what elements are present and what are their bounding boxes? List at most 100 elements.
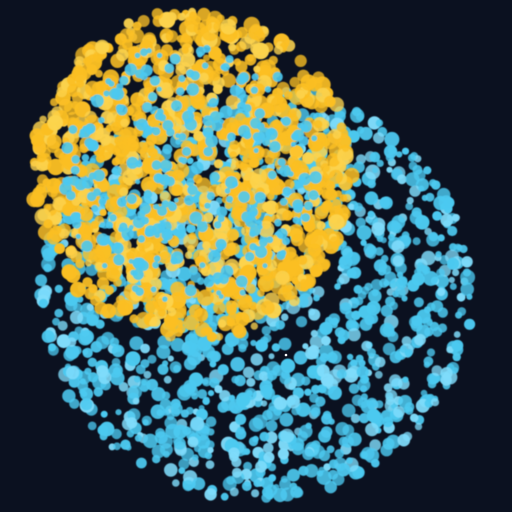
yellow-cluster-particle — [197, 7, 211, 22]
yellow-cluster-particle — [193, 307, 209, 323]
blue-cluster-particle — [367, 210, 375, 218]
blue-cluster-particle — [435, 274, 449, 288]
blue-cluster-particle — [219, 390, 231, 402]
blue-cluster-particle — [298, 176, 306, 184]
blue-cluster-particle — [216, 290, 222, 296]
yellow-cluster-particle — [299, 278, 308, 287]
blue-cluster-particle — [328, 313, 340, 325]
blue-cluster-particle — [86, 191, 97, 202]
blue-cluster-particle — [128, 385, 143, 399]
blue-cluster-particle — [182, 146, 192, 157]
blue-cluster-particle — [226, 475, 236, 485]
blue-cluster-particle — [75, 233, 81, 239]
blue-cluster-particle — [90, 341, 103, 353]
yellow-cluster-particle — [196, 100, 205, 109]
yellow-cluster-particle — [239, 36, 253, 50]
blue-cluster-particle — [157, 363, 169, 375]
blue-cluster-particle — [409, 211, 424, 225]
blue-cluster-particle — [236, 74, 247, 85]
blue-cluster-particle — [279, 428, 295, 443]
yellow-cluster-particle — [129, 314, 139, 324]
yellow-cluster-particle — [184, 251, 193, 259]
blue-cluster-particle — [422, 317, 433, 327]
yellow-cluster-particle — [79, 221, 94, 236]
blue-cluster-particle — [391, 240, 405, 254]
blue-cluster-particle — [277, 448, 289, 460]
blue-cluster-particle — [209, 171, 220, 183]
yellow-cluster-particle — [166, 12, 177, 23]
blue-cluster-particle — [238, 191, 251, 203]
blue-cluster-particle — [142, 433, 158, 449]
blue-cluster-particle — [113, 242, 121, 250]
blue-cluster-particle — [399, 345, 408, 353]
blue-cluster-particle — [135, 287, 145, 297]
yellow-cluster-particle — [341, 144, 350, 152]
blue-cluster-particle — [346, 268, 357, 279]
blue-cluster-particle — [35, 274, 48, 287]
blue-cluster-particle — [140, 359, 150, 369]
blue-cluster-particle — [137, 235, 146, 243]
blue-cluster-particle — [134, 52, 141, 59]
blue-cluster-particle — [71, 155, 80, 164]
yellow-cluster-particle — [37, 174, 49, 186]
blue-cluster-particle — [401, 147, 410, 155]
yellow-cluster-particle — [99, 209, 107, 217]
yellow-cluster-particle — [208, 46, 222, 60]
blue-cluster-particle — [103, 90, 110, 97]
yellow-cluster-particle — [153, 183, 164, 195]
blue-cluster-particle — [186, 157, 194, 165]
yellow-cluster-particle — [54, 148, 65, 159]
blue-cluster-particle — [272, 71, 283, 82]
yellow-cluster-particle — [70, 281, 86, 298]
blue-cluster-particle — [244, 251, 255, 262]
blue-cluster-particle — [241, 481, 252, 492]
blue-cluster-particle — [175, 139, 182, 145]
blue-cluster-particle — [142, 102, 153, 113]
blue-cluster-particle — [305, 346, 319, 360]
blue-cluster-particle — [436, 268, 446, 278]
blue-cluster-particle — [152, 127, 161, 136]
blue-cluster-particle — [451, 339, 464, 352]
cursor-dot — [284, 353, 288, 357]
blue-cluster-particle — [226, 195, 234, 203]
blue-cluster-particle — [253, 245, 259, 251]
blue-cluster-particle — [208, 97, 219, 108]
blue-cluster-particle — [453, 331, 461, 338]
blue-cluster-particle — [275, 320, 286, 330]
blue-cluster-particle — [111, 344, 125, 358]
blue-cluster-particle — [365, 422, 379, 437]
blue-cluster-particle — [385, 296, 396, 307]
blue-cluster-particle — [82, 125, 88, 132]
yellow-cluster-particle — [71, 66, 88, 83]
blue-cluster-particle — [360, 451, 368, 459]
yellow-cluster-particle — [114, 153, 126, 165]
blue-cluster-particle — [309, 171, 322, 184]
blue-cluster-particle — [409, 413, 419, 423]
blue-cluster-particle — [322, 410, 332, 420]
blue-cluster-particle — [392, 255, 404, 267]
yellow-cluster-particle — [66, 111, 80, 125]
yellow-cluster-particle — [146, 134, 157, 146]
blue-cluster-particle — [263, 442, 274, 454]
yellow-cluster-particle — [248, 25, 264, 40]
blue-cluster-particle — [144, 228, 154, 238]
blue-cluster-particle — [311, 135, 318, 142]
yellow-cluster-particle — [324, 95, 336, 108]
blue-cluster-particle — [313, 294, 320, 302]
blue-cluster-particle — [66, 337, 77, 347]
blue-cluster-particle — [423, 361, 431, 368]
blue-cluster-particle — [81, 177, 94, 189]
blue-cluster-particle — [374, 247, 384, 256]
blue-cluster-particle — [68, 376, 80, 388]
blue-cluster-particle — [170, 100, 183, 112]
blue-cluster-particle — [326, 445, 335, 454]
blue-cluster-particle — [281, 116, 291, 127]
blue-cluster-particle — [384, 131, 400, 147]
blue-cluster-particle — [72, 219, 82, 229]
blue-cluster-particle — [336, 369, 347, 379]
blue-cluster-particle — [437, 323, 448, 333]
blue-cluster-particle — [176, 87, 185, 96]
blue-cluster-particle — [209, 350, 221, 363]
blue-cluster-particle — [426, 348, 436, 357]
